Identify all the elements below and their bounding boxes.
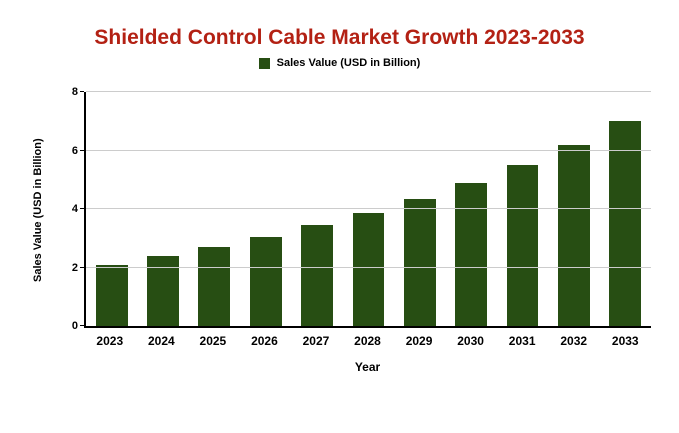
y-tick-label: 4 bbox=[71, 203, 78, 215]
bars-container bbox=[86, 92, 651, 326]
bar-slot-2029 bbox=[394, 92, 445, 326]
bar-2027 bbox=[301, 225, 334, 326]
x-tick-label-2024: 2024 bbox=[147, 334, 175, 348]
x-tick-label-2030: 2030 bbox=[457, 334, 484, 348]
x-tick-label-2025: 2025 bbox=[199, 334, 227, 348]
y-tick-label: 0 bbox=[71, 320, 78, 332]
legend-swatch-icon bbox=[258, 57, 270, 69]
x-tick-label-2033: 2033 bbox=[611, 334, 639, 348]
bar-slot-2027 bbox=[291, 92, 342, 326]
bar-slot-2026 bbox=[240, 92, 291, 326]
bar-slot-2028 bbox=[343, 92, 394, 326]
bar-slot-2032 bbox=[548, 92, 599, 326]
gridline bbox=[86, 208, 651, 209]
bar-2033 bbox=[609, 121, 642, 326]
x-tick-label-2027: 2027 bbox=[302, 334, 330, 348]
bar-2030 bbox=[455, 182, 488, 326]
bar-2029 bbox=[403, 198, 436, 326]
chart-title: Shielded Control Cable Market Growth 202… bbox=[94, 26, 585, 49]
bar-slot-2025 bbox=[189, 92, 240, 326]
bar-slot-2024 bbox=[137, 92, 188, 326]
bar-2025 bbox=[198, 247, 231, 326]
y-tick-label: 8 bbox=[71, 86, 78, 98]
y-tick-mark bbox=[80, 149, 84, 151]
y-tick-label: 6 bbox=[71, 144, 78, 157]
y-tick-mark bbox=[80, 208, 84, 209]
legend-label: Sales Value (USD in Billion) bbox=[276, 57, 421, 69]
x-axis-tick-labels: 2023 2024 2025 2026 2027 2028 2029 2030 2031 2032… bbox=[84, 328, 651, 348]
gridline bbox=[86, 91, 651, 92]
bar-slot-2031 bbox=[497, 92, 548, 326]
gridline bbox=[86, 149, 651, 151]
x-axis-title: Year bbox=[354, 360, 381, 374]
bar-2031 bbox=[506, 165, 539, 326]
y-tick-mark bbox=[80, 325, 84, 326]
bar-2028 bbox=[352, 213, 385, 326]
bar-2032 bbox=[558, 144, 590, 326]
x-tick-label-2028: 2028 bbox=[354, 334, 381, 348]
bar-slot-2033 bbox=[600, 92, 651, 326]
bar-slot-2023 bbox=[86, 92, 137, 326]
x-tick-label-2031: 2031 bbox=[508, 334, 536, 348]
x-tick-label-2032: 2032 bbox=[560, 334, 588, 348]
y-tick-mark bbox=[80, 91, 84, 92]
x-tick-label-2026: 2026 bbox=[251, 334, 278, 348]
bar-2026 bbox=[249, 236, 282, 326]
y-tick-label: 2 bbox=[71, 261, 78, 274]
legend: Sales Value (USD in Billion) bbox=[0, 57, 679, 69]
chart-page: Shielded Control Cable Market Growth 202… bbox=[0, 26, 679, 433]
bar-2024 bbox=[147, 255, 179, 326]
y-axis-title: Sales Value (USD in Billion) bbox=[32, 138, 44, 282]
x-tick-label-2029: 2029 bbox=[405, 334, 433, 348]
bar-2023 bbox=[95, 264, 128, 326]
gridline bbox=[86, 266, 651, 268]
plot-area: 0 2 4 6 8 bbox=[72, 86, 651, 332]
bar-slot-2030 bbox=[446, 92, 497, 326]
x-tick-label-2023: 2023 bbox=[96, 334, 124, 348]
y-tick-mark bbox=[80, 266, 84, 268]
